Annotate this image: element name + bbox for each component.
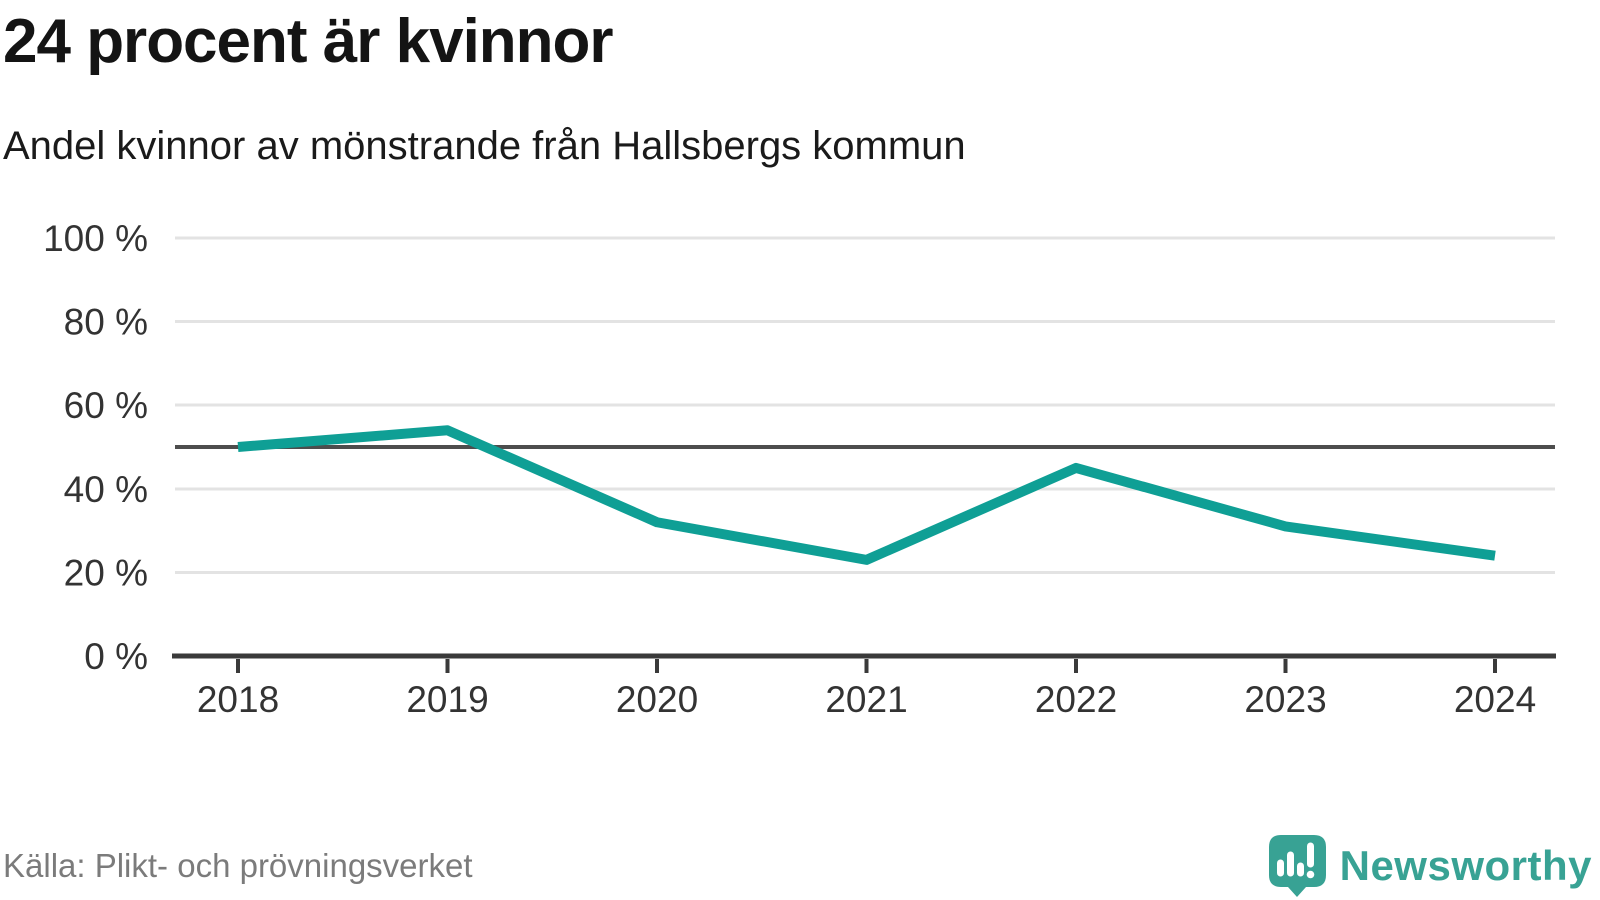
x-axis-label-2018: 2018	[197, 679, 279, 720]
chart-title: 24 procent är kvinnor	[3, 7, 614, 76]
y-axis-label-60: 60 %	[64, 385, 148, 426]
y-axis-label-0: 0 %	[84, 636, 148, 677]
line-chart: 0 % 20 % 40 % 60 % 80 % 100 % 2018 2019 2020 2021…	[43, 218, 1556, 720]
y-axis-label-40: 40 %	[64, 469, 148, 510]
x-axis-label-2020: 2020	[616, 679, 698, 720]
newsworthy-logo-icon	[1268, 835, 1326, 897]
newsworthy-wordmark: Newsworthy	[1339, 842, 1592, 889]
y-axis-label-20: 20 %	[64, 552, 148, 593]
chart-subtitle: Andel kvinnor av mönstrande från Hallsbe…	[3, 124, 966, 168]
x-axis-label-2023: 2023	[1244, 679, 1326, 720]
data-line	[237, 425, 1496, 565]
newsworthy-brand: Newsworthy	[1268, 835, 1592, 897]
y-axis-label-80: 80 %	[64, 302, 148, 343]
x-axis-label-2021: 2021	[825, 679, 907, 720]
x-axis-label-2024: 2024	[1454, 679, 1536, 720]
x-axis-label-2022: 2022	[1035, 679, 1117, 720]
chart-header: 24 procent är kvinnor Andel kvinnor av m…	[0, 0, 1600, 170]
x-axis-label-2019: 2019	[406, 679, 488, 720]
source-attribution: Källa: Plikt- och prövningsverket	[3, 847, 473, 884]
y-axis-label-100: 100 %	[43, 218, 148, 259]
chart-footer: Källa: Plikt- och prövningsverket Newswo…	[0, 832, 1600, 900]
